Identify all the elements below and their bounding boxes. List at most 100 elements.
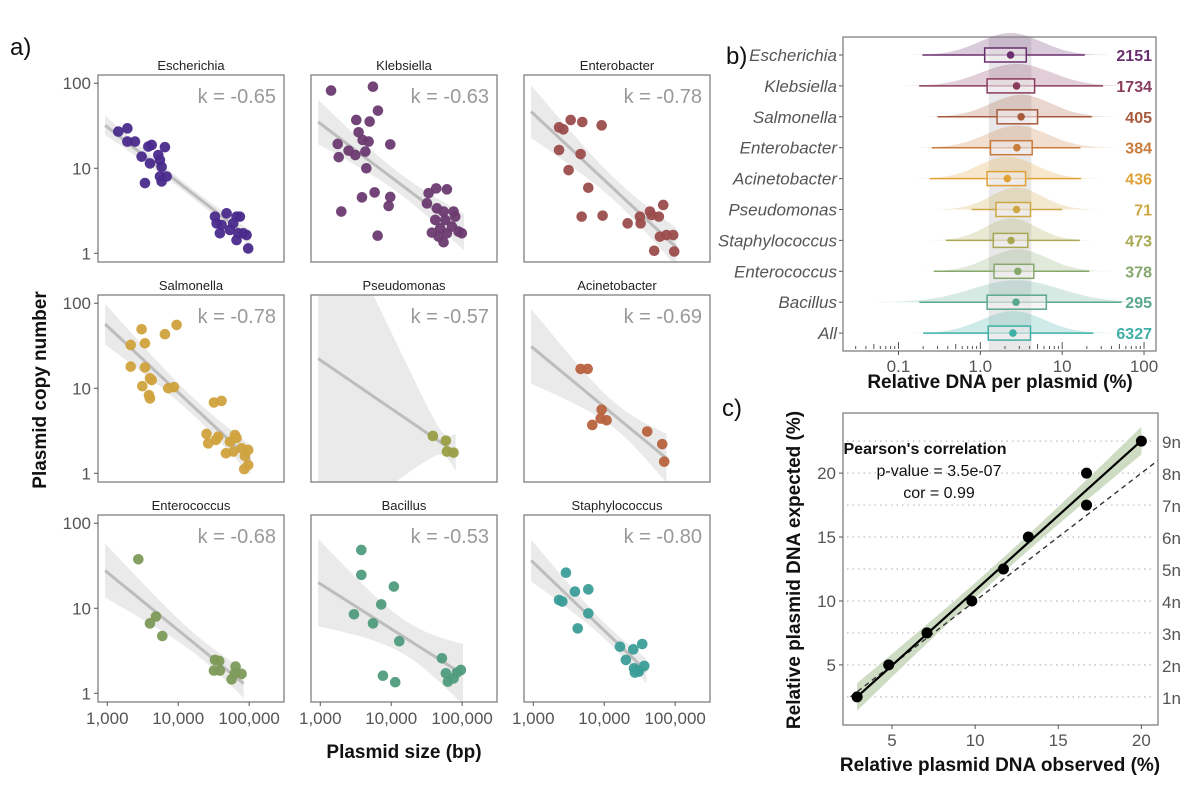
density-shape	[875, 280, 1157, 303]
group-label: All	[817, 324, 838, 343]
y-tick-label: 10	[72, 159, 91, 178]
secondary-y-label: 5n	[1162, 561, 1181, 580]
data-point	[238, 463, 250, 475]
data-point	[1135, 435, 1147, 447]
data-point	[375, 599, 387, 610]
data-point	[440, 667, 452, 679]
secondary-y-label: 6n	[1162, 529, 1181, 548]
data-point	[384, 139, 396, 150]
data-point	[236, 668, 247, 680]
group-label: Acinetobacter	[732, 170, 838, 189]
x-tick-label: 10,000	[152, 709, 204, 728]
secondary-y-label: 3n	[1162, 625, 1181, 644]
k-label: k = -0.68	[198, 526, 276, 548]
x-tick-label: 1.0	[969, 357, 993, 376]
trend-line	[530, 345, 668, 460]
secondary-y-label: 7n	[1162, 497, 1181, 516]
annotation-cor: cor = 0.99	[903, 485, 975, 502]
count-label: 1734	[1116, 79, 1152, 96]
facet-klebsiella: Klebsiella k = -0.63	[310, 58, 498, 263]
data-point	[658, 456, 670, 467]
y-tick-label: 20	[817, 464, 836, 483]
group-all: All 6327	[817, 311, 1152, 343]
data-point	[569, 586, 581, 597]
density-shape	[925, 94, 1118, 117]
data-point	[361, 162, 372, 174]
data-point	[438, 236, 449, 248]
panel-a-x-axis-title: Plasmid size (bp)	[326, 742, 481, 763]
x-tick-label: 0.1	[887, 357, 911, 376]
facet-title: Acinetobacter	[577, 278, 657, 293]
data-point	[144, 158, 156, 169]
data-point	[560, 567, 572, 579]
facet-title: Escherichia	[157, 58, 225, 73]
k-label: k = -0.63	[411, 86, 489, 108]
y-tick-label: 100	[63, 74, 91, 93]
data-point	[572, 623, 584, 634]
data-point	[372, 230, 383, 242]
median-point	[1013, 143, 1021, 152]
median-point	[1017, 113, 1025, 121]
median-point	[1012, 82, 1021, 90]
data-point	[456, 227, 468, 239]
data-point	[201, 428, 212, 440]
data-point	[231, 234, 242, 246]
data-point	[646, 209, 657, 221]
data-point	[438, 206, 449, 217]
data-point	[360, 146, 371, 157]
group-label: Escherichia	[749, 46, 837, 65]
k-label: k = -0.53	[411, 526, 489, 548]
panel-c-y-axis-title: Relative plasmid DNA expected (%)	[784, 411, 805, 729]
panel-label-c: c)	[722, 395, 742, 422]
data-point	[429, 214, 441, 226]
data-point	[1022, 531, 1034, 543]
data-point	[383, 200, 394, 212]
data-point	[563, 164, 574, 176]
group-bacillus: Bacillus 295	[778, 280, 1157, 312]
annotation-p-value: p-value = 3.5e-07	[877, 463, 1002, 480]
group-label: Klebsiella	[764, 77, 837, 96]
data-point	[557, 124, 569, 135]
data-point	[224, 436, 236, 448]
data-point	[576, 116, 588, 128]
median-point	[1012, 298, 1020, 307]
data-point	[234, 211, 246, 222]
x-tick-label: 100,000	[644, 709, 705, 728]
data-point	[239, 450, 251, 462]
data-point	[333, 151, 345, 163]
panel-a-y-axis-title: Plasmid copy number	[30, 291, 51, 489]
data-point	[583, 584, 594, 595]
data-point	[596, 120, 607, 131]
facet-title: Salmonella	[159, 278, 224, 293]
count-label: 2151	[1116, 48, 1152, 65]
facet-title: Pseudomonas	[362, 278, 446, 293]
x-tick-label: 15	[1049, 731, 1068, 750]
data-point	[441, 184, 453, 195]
median-point	[1007, 236, 1015, 245]
data-point	[439, 214, 451, 226]
x-tick-label: 20	[1132, 731, 1151, 750]
data-point	[122, 123, 133, 134]
y-tick-label: 1	[82, 244, 91, 263]
data-point	[336, 206, 347, 217]
x-tick-label: 10	[1053, 357, 1072, 376]
y-tick-label: 15	[817, 528, 836, 547]
count-label: 436	[1125, 172, 1152, 189]
data-point	[139, 337, 151, 349]
confidence-band	[531, 85, 677, 262]
y-tick-label: 10	[72, 599, 91, 618]
k-label: k = -0.78	[198, 306, 276, 328]
data-point	[384, 191, 396, 203]
trend-line	[530, 110, 678, 249]
data-point	[667, 229, 679, 241]
data-point	[227, 446, 239, 457]
data-point	[171, 319, 182, 331]
group-label: Bacillus	[778, 293, 837, 312]
data-point	[136, 151, 147, 162]
data-point	[367, 618, 379, 629]
panel-c-x-axis-title: Relative plasmid DNA observed (%)	[840, 755, 1160, 776]
data-point	[648, 245, 660, 257]
panel-label-a: a)	[10, 34, 31, 61]
y-tick-label: 100	[63, 294, 91, 313]
data-point	[226, 674, 237, 685]
